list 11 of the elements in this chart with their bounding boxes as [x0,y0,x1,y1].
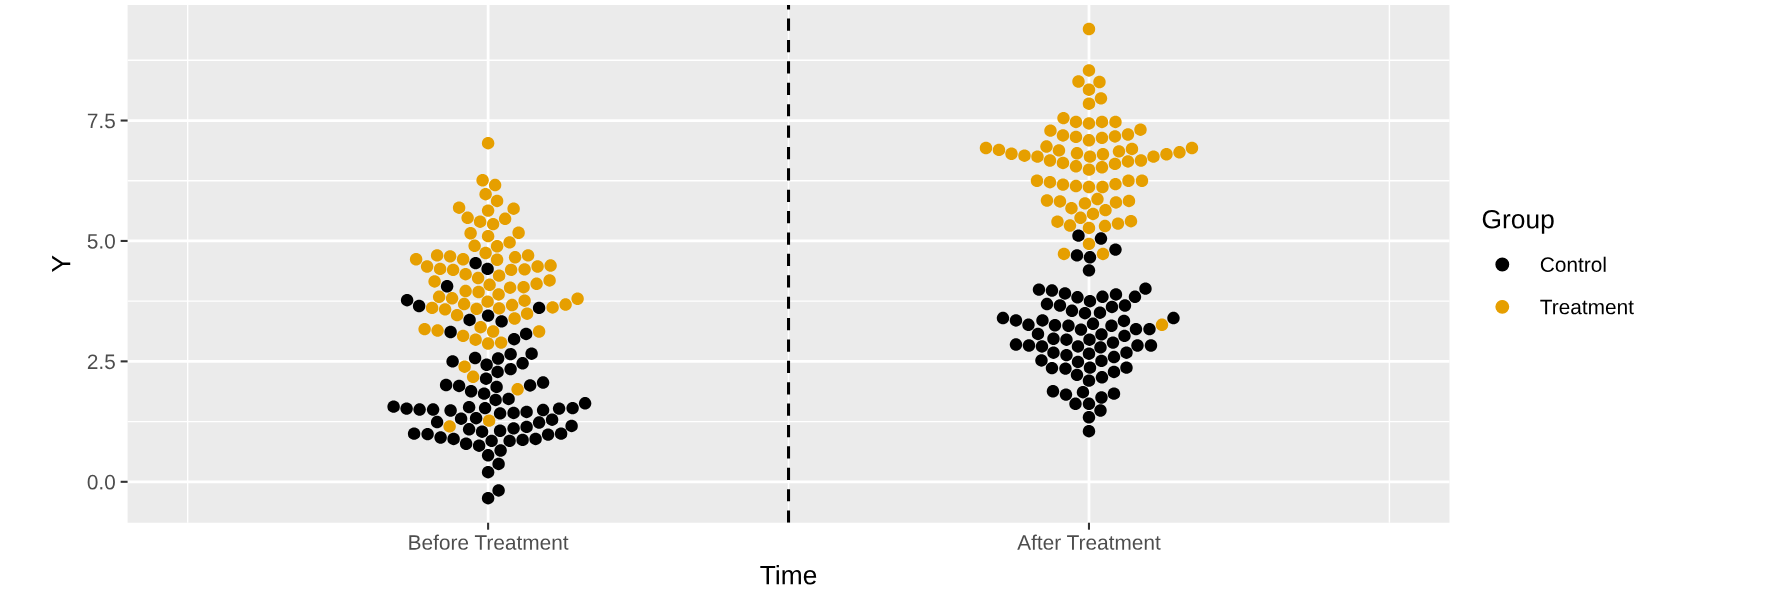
x-axis-title: Time [760,565,817,585]
y-tick-label: 2.5 [87,354,115,370]
legend-label: Control [1540,256,1606,273]
y-tick-label: 0.0 [87,474,115,490]
y-tick-label: 7.5 [87,113,115,129]
legend-title: Group [1482,209,1554,234]
y-tick-label: 5.0 [87,233,115,249]
x-tick-label: After Treatment [1017,534,1161,550]
x-tick-label: Before Treatment [409,534,569,550]
legend-label: Treatment [1540,299,1634,315]
y-axis-title: Y [52,255,71,273]
